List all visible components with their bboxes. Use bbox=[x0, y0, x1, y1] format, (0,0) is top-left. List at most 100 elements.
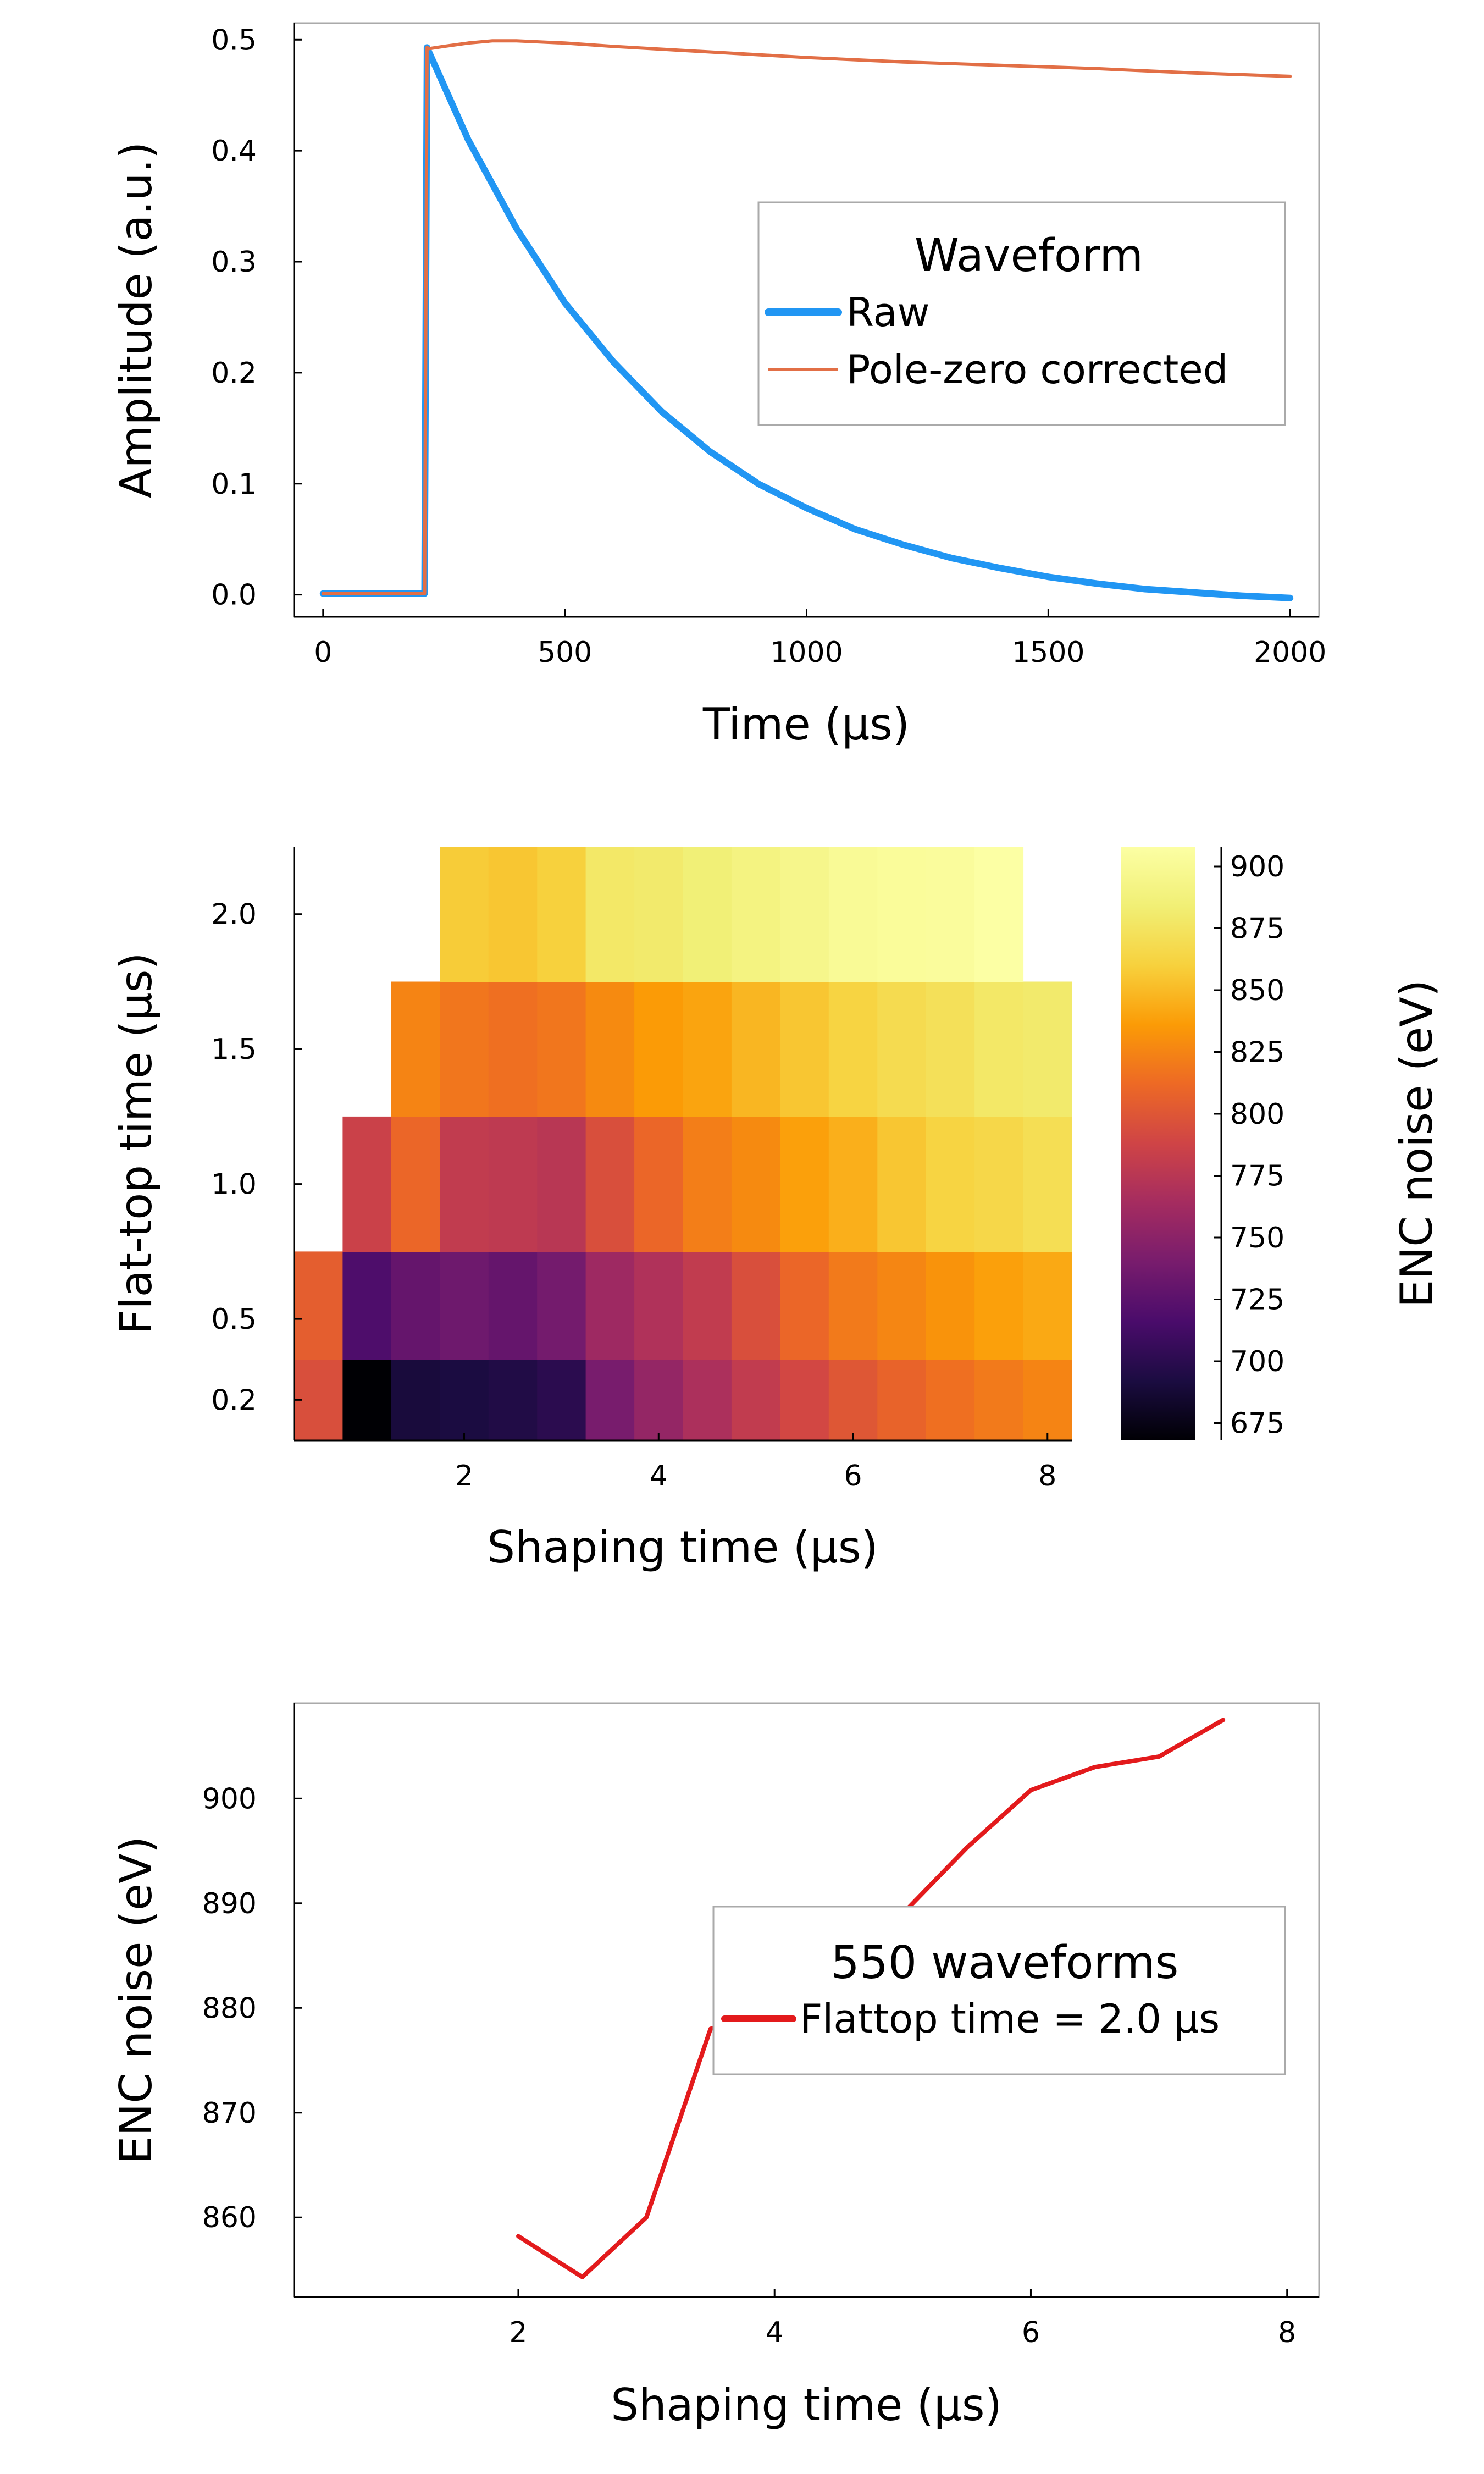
waveform-x-tick-label: 0 bbox=[314, 636, 332, 669]
legend-label-pole-zero: Pole-zero corrected bbox=[846, 346, 1228, 393]
enc-legend-title: 550 waveforms bbox=[831, 1937, 1179, 1989]
heatmap-x-tick-label: 2 bbox=[455, 1460, 473, 1493]
heatmap-cell bbox=[391, 1116, 440, 1252]
heatmap-cell bbox=[440, 981, 489, 1117]
colorbar-tick-label: 750 bbox=[1230, 1222, 1284, 1255]
enc-y-axis-label: ENC noise (eV) bbox=[110, 1836, 162, 2164]
enc-x-axis-label: Shaping time (µs) bbox=[611, 2379, 1002, 2431]
heatmap-y-tick-label: 2.0 bbox=[211, 898, 257, 931]
enc-legend-box bbox=[712, 1906, 1286, 2075]
colorbar-ticks: 675 700 725 750 775 800 825 850 875 900 bbox=[1214, 851, 1284, 1440]
colorbar-label: ENC noise (eV) bbox=[1391, 980, 1442, 1307]
heatmap-cell bbox=[488, 1116, 538, 1252]
heatmap-x-ticks: 2 4 6 8 bbox=[455, 1433, 1056, 1493]
enc-panel: 2 4 6 8 860 870 880 890 900 Shaping time (µs) E… bbox=[110, 1702, 1320, 2431]
enc-x-tick-label: 2 bbox=[509, 2316, 527, 2349]
heatmap-cell bbox=[488, 1251, 538, 1360]
heatmap-x-tick-label: 4 bbox=[650, 1460, 668, 1493]
heatmap-cell bbox=[537, 1116, 586, 1252]
heatmap-cell bbox=[926, 1116, 975, 1252]
heatmap-cell bbox=[683, 1116, 732, 1252]
heatmap-cell bbox=[877, 981, 927, 1117]
waveform-legend-box bbox=[757, 201, 1286, 426]
heatmap-y-tick-label: 0.5 bbox=[211, 1303, 257, 1336]
heatmap-cell bbox=[537, 847, 586, 982]
heatmap-cell bbox=[585, 847, 635, 982]
heatmap-cell bbox=[585, 1251, 635, 1360]
waveform-y-tick-label: 0.1 bbox=[211, 468, 257, 501]
heatmap-cell bbox=[731, 1251, 780, 1360]
heatmap-cell bbox=[1023, 1116, 1072, 1252]
heatmap-cell bbox=[634, 981, 684, 1117]
heatmap-cell bbox=[731, 1359, 780, 1441]
heatmap-cell bbox=[1023, 1359, 1072, 1441]
heatmap-cell bbox=[1023, 1251, 1072, 1360]
heatmap-cell bbox=[926, 1359, 975, 1441]
heatmap-cell bbox=[585, 981, 635, 1117]
colorbar-tick-label: 725 bbox=[1230, 1284, 1284, 1317]
waveform-series-line-0 bbox=[319, 44, 1294, 601]
heatmap-cell bbox=[780, 981, 829, 1117]
heatmap-cell bbox=[634, 1359, 684, 1441]
heatmap-cell bbox=[828, 1116, 878, 1252]
enc-y-tick-label: 890 bbox=[202, 1887, 257, 1920]
colorbar-gradient bbox=[1121, 847, 1195, 1440]
enc-x-tick-label: 4 bbox=[766, 2316, 784, 2349]
enc-y-tick-label: 880 bbox=[202, 1992, 257, 2025]
heatmap-cell bbox=[974, 1251, 1024, 1360]
colorbar-tick-label: 900 bbox=[1230, 851, 1284, 883]
heatmap-x-tick-label: 6 bbox=[844, 1460, 862, 1493]
heatmap-x-axis-label: Shaping time (µs) bbox=[487, 1522, 878, 1573]
waveform-y-tick-label: 0.2 bbox=[211, 357, 257, 390]
heatmap-cell bbox=[634, 1251, 684, 1360]
heatmap-y-tick-label: 0.2 bbox=[211, 1384, 257, 1417]
heatmap-cell bbox=[440, 1359, 489, 1441]
heatmap-cell bbox=[391, 1359, 440, 1441]
heatmap-cell bbox=[391, 1251, 440, 1360]
heatmap-cell bbox=[731, 1116, 780, 1252]
heatmap-cell bbox=[780, 1116, 829, 1252]
heatmap-cell bbox=[877, 1116, 927, 1252]
waveform-x-tick-label: 500 bbox=[538, 636, 592, 669]
heatmap-y-axis-label: Flat-top time (µs) bbox=[110, 952, 162, 1334]
heatmap-cell bbox=[585, 1116, 635, 1252]
heatmap-cells bbox=[294, 847, 1072, 1441]
enc-y-tick-label: 900 bbox=[202, 1782, 257, 1815]
waveform-y-axis-label: Amplitude (a.u.) bbox=[110, 142, 162, 498]
heatmap-y-tick-label: 1.5 bbox=[211, 1033, 257, 1066]
waveform-y-tick-label: 0.3 bbox=[211, 246, 257, 279]
heatmap-cell bbox=[974, 1359, 1024, 1441]
legend-label-raw: Raw bbox=[846, 289, 929, 335]
waveform-x-tick-label: 2000 bbox=[1254, 636, 1326, 669]
heatmap-cell bbox=[780, 1359, 829, 1441]
heatmap-cell bbox=[634, 1116, 684, 1252]
heatmap-cell bbox=[294, 1251, 343, 1360]
heatmap-y-ticks: 0.2 0.5 1.0 1.5 2.0 bbox=[211, 898, 302, 1417]
heatmap-x-tick-label: 8 bbox=[1038, 1460, 1056, 1493]
waveform-x-tick-label: 1000 bbox=[770, 636, 843, 669]
waveform-y-tick-label: 0.4 bbox=[211, 135, 257, 168]
colorbar-tick-label: 825 bbox=[1230, 1036, 1284, 1069]
heatmap-cell bbox=[780, 847, 829, 982]
heatmap-cell bbox=[1023, 981, 1072, 1117]
enc-y-ticks: 860 870 880 890 900 bbox=[202, 1782, 302, 2234]
colorbar-tick-label: 875 bbox=[1230, 913, 1284, 946]
heatmap-cell bbox=[342, 1116, 392, 1252]
heatmap-cell bbox=[683, 1251, 732, 1360]
waveform-legend: Waveform Raw Pole-zero corrected bbox=[757, 201, 1286, 426]
enc-y-tick-label: 870 bbox=[202, 2097, 257, 2130]
heatmap-cell bbox=[585, 1359, 635, 1441]
heatmap-cell bbox=[926, 981, 975, 1117]
heatmap-cell bbox=[440, 1116, 489, 1252]
heatmap-cell bbox=[537, 1359, 586, 1441]
heatmap-y-tick-label: 1.0 bbox=[211, 1168, 257, 1201]
waveform-x-axis-label: Time (µs) bbox=[702, 699, 910, 750]
heatmap-cell bbox=[440, 847, 489, 982]
heatmap-cell bbox=[488, 1359, 538, 1441]
waveform-panel: 0 500 1000 1500 2000 0.0 0.1 0.2 0.3 0.4 0.5 Time… bbox=[110, 22, 1326, 750]
waveform-y-tick-label: 0.0 bbox=[211, 579, 257, 612]
heatmap-cell bbox=[974, 1116, 1024, 1252]
heatmap-cell bbox=[634, 847, 684, 982]
heatmap-cell bbox=[683, 981, 732, 1117]
